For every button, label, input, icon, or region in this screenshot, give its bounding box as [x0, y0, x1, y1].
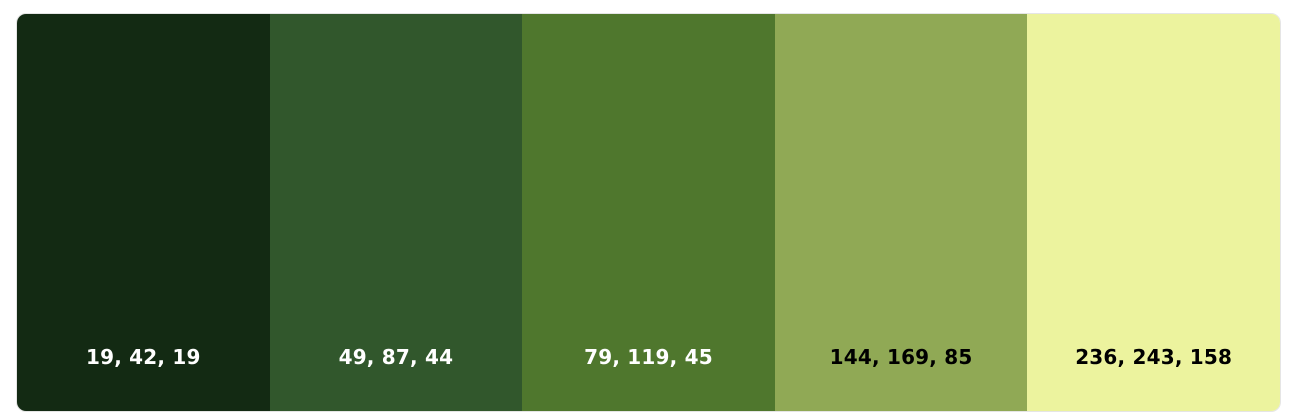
color-swatch-3[interactable]: 79, 119, 45 [522, 14, 775, 411]
swatch-rgb-label: 19, 42, 19 [85, 345, 201, 369]
color-swatch-2[interactable]: 49, 87, 44 [269, 14, 523, 411]
swatch-rgb-label: 49, 87, 44 [338, 345, 454, 369]
color-palette: 19, 42, 19 49, 87, 44 79, 119, 45 144, 1… [16, 13, 1281, 412]
swatch-rgb-label: 236, 243, 158 [1075, 345, 1233, 369]
color-swatch-1[interactable]: 19, 42, 19 [17, 14, 270, 411]
swatch-rgb-label: 79, 119, 45 [584, 345, 713, 369]
color-swatch-5[interactable]: 236, 243, 158 [1027, 14, 1280, 411]
color-swatch-4[interactable]: 144, 169, 85 [774, 14, 1028, 411]
swatch-rgb-label: 144, 169, 85 [829, 345, 973, 369]
